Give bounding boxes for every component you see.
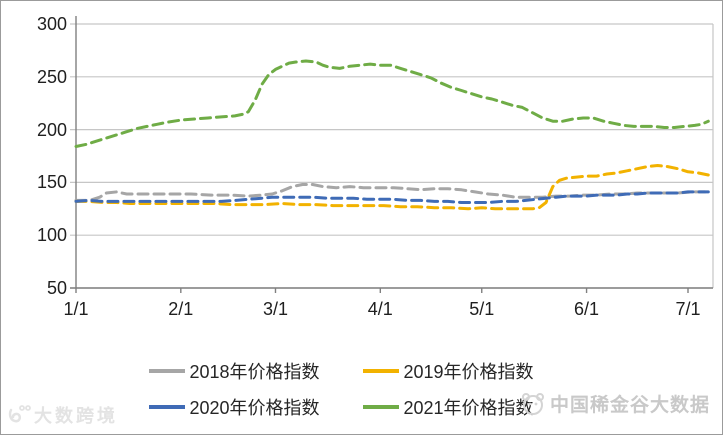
watermark-dashu: 大数跨境: [7, 402, 118, 428]
legend-row-1: 2018年价格指数 2019年价格指数: [1, 353, 722, 389]
y-tick-label-150: 150: [36, 172, 67, 193]
x-tick-label-6/1: 6/1: [574, 299, 600, 319]
y-tick-label-250: 250: [36, 66, 67, 87]
legend-swatch-2021: [362, 405, 399, 409]
y-tick-label-200: 200: [36, 119, 67, 140]
legend-swatch-2018: [148, 369, 185, 373]
legend-entry-2020[interactable]: 2020年价格指数: [148, 394, 363, 420]
legend-label-2021: 2021年价格指数: [403, 398, 534, 418]
legend-label-2018: 2018年价格指数: [189, 362, 320, 382]
legend-entry-2021[interactable]: 2021年价格指数: [362, 394, 577, 420]
legend-entry-2018[interactable]: 2018年价格指数: [148, 358, 363, 384]
legend-row-2: 2020年价格指数 2021年价格指数: [1, 389, 722, 425]
x-tick-label-2/1: 2/1: [168, 299, 194, 319]
legend-swatch-2020: [148, 405, 185, 409]
series-line-2018年价格指数[interactable]: [74, 183, 710, 202]
legend-swatch-2019: [362, 369, 399, 373]
x-tick-label-4/1: 4/1: [367, 299, 393, 319]
dashu-logo-icon: [8, 405, 31, 423]
y-tick-label-300: 300: [36, 14, 67, 34]
x-tick-label-3/1: 3/1: [262, 299, 288, 319]
series-line-2021年价格指数[interactable]: [74, 59, 710, 148]
legend-label-2019: 2019年价格指数: [403, 362, 534, 382]
x-tick-label-5/1: 5/1: [469, 299, 495, 319]
legend-label-2020: 2020年价格指数: [189, 398, 320, 418]
watermark-dashu-text: 大数跨境: [34, 406, 118, 426]
series-line-2019年价格指数[interactable]: [74, 164, 710, 211]
x-tick-label-7/1: 7/1: [675, 299, 701, 319]
watermark-xijingu-text: 中国稀金谷大数据: [550, 395, 711, 416]
y-tick-label-100: 100: [36, 225, 67, 246]
y-tick-label-50: 50: [46, 278, 67, 298]
chart-legend: 2018年价格指数 2019年价格指数 2020年价格指数 2021年价格指数: [1, 353, 722, 425]
plot-area: [70, 16, 714, 293]
series-line-2020年价格指数[interactable]: [74, 190, 710, 204]
watermark-xijingu: 中国稀金谷大数据: [520, 390, 710, 417]
legend-entry-2019[interactable]: 2019年价格指数: [362, 358, 577, 384]
x-tick-label-1/1: 1/1: [63, 299, 89, 319]
xijingu-logo-icon: [522, 392, 544, 415]
